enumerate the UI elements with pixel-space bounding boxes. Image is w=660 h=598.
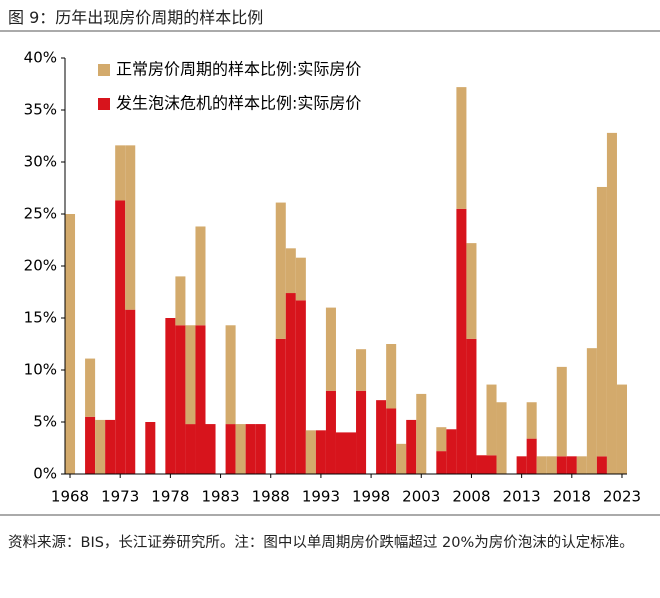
x-tick-label: 2008 [452,488,490,506]
bar-segment [556,366,567,457]
legend-label: 正常房价周期的样本比例:实际房价 [116,60,361,79]
x-tick-label: 2018 [553,488,591,506]
bar-segment [195,325,206,474]
bar-segment [125,309,136,474]
bar-segment [185,424,196,474]
bar-segment [255,424,266,474]
bar-segment [245,424,256,474]
bar-segment [225,325,236,425]
bar-segment [185,325,196,425]
bar-segment [175,325,186,474]
bar-segment [175,276,186,326]
bar-segment [356,390,367,474]
bar-segment [115,200,126,475]
bar-segment [235,424,246,474]
bar-segment [105,419,116,474]
bar-segment [566,456,577,474]
y-tick-label: 20% [24,257,57,275]
x-tick-label: 2013 [503,488,541,506]
bar-segment [556,456,567,474]
y-tick-label: 10% [24,361,57,379]
bar-segment [596,186,607,457]
y-tick-label: 15% [24,309,57,327]
bar-segment [386,408,397,474]
bar-segment [576,456,587,474]
y-tick-label: 25% [24,205,57,223]
bar-segment [275,338,286,474]
bar-segment [305,430,316,474]
bar-segment [356,349,367,391]
bar-segment [115,145,126,201]
bar-segment [346,432,357,474]
bar-segment [466,243,477,339]
x-tick-label: 2023 [603,488,641,506]
x-tick-label: 1973 [101,488,139,506]
bar-segment [85,358,96,417]
y-tick-label: 40% [24,49,57,67]
bar-segment [165,318,176,474]
bar-segment [205,424,216,474]
bar-segment [85,416,96,474]
bar-segment [396,443,407,474]
bar-segment [526,438,537,474]
bar-segment [486,455,497,474]
bar-segment [596,456,607,474]
bar-segment [376,400,387,474]
bar-segment [536,456,547,474]
bar-segment [95,419,106,474]
bar-segment [386,344,397,409]
bar-segment [496,402,507,474]
chart: 0% 5% 10% 15% 20% 25% 30% 35% 40% 1968 1973 1978 198… [0,30,660,516]
bar-segment [125,145,136,310]
bar-segment [546,456,557,474]
bar-segment [586,348,597,474]
bar-segment [476,455,487,474]
x-tick-label: 1968 [51,488,89,506]
bar-segment [526,402,537,439]
bar-segment [466,338,477,474]
y-tick-label: 0% [33,465,57,483]
bar-segment [446,429,457,474]
bar-segment [416,393,427,474]
bar-segment [486,384,497,456]
bar-segment [606,132,617,474]
y-tick-label: 5% [33,413,57,431]
bar-segment [275,202,286,339]
source-note: 资料来源：BIS，长江证券研究所。注：图中以单周期房价跌幅超过 20%为房价泡沫… [8,535,634,551]
chart-title: 图 9：历年出现房价周期的样本比例 [8,8,264,27]
x-tick-label: 1988 [252,488,290,506]
bar-segment [295,257,306,301]
bar-segment [285,293,296,474]
bar-segment [335,432,346,474]
x-tick-label: 2003 [402,488,440,506]
bar-segment [436,427,447,452]
bar-segment [145,422,156,474]
bar-segment [65,214,76,474]
y-tick-label: 30% [24,153,57,171]
bar-segment [456,87,467,209]
bar-segment [315,430,326,474]
bar-segment [195,226,206,326]
y-tick-label: 35% [24,101,57,119]
bar-segment [616,384,627,474]
legend-swatch [98,98,110,110]
bar-segment [516,456,527,474]
bar-segment [406,419,417,474]
bar-segment [225,424,236,474]
bar-segment [295,300,306,474]
bar-segment [285,248,296,294]
x-tick-label: 1993 [302,488,340,506]
x-tick-label: 1978 [151,488,189,506]
bar-segment [456,208,467,475]
legend-label: 发生泡沫危机的样本比例:实际房价 [116,94,361,113]
x-tick-label: 1983 [201,488,239,506]
bar-segment [436,451,447,474]
legend-swatch [98,64,110,76]
bar-segment [325,307,336,391]
x-tick-label: 1998 [352,488,390,506]
bar-segment [325,390,336,474]
